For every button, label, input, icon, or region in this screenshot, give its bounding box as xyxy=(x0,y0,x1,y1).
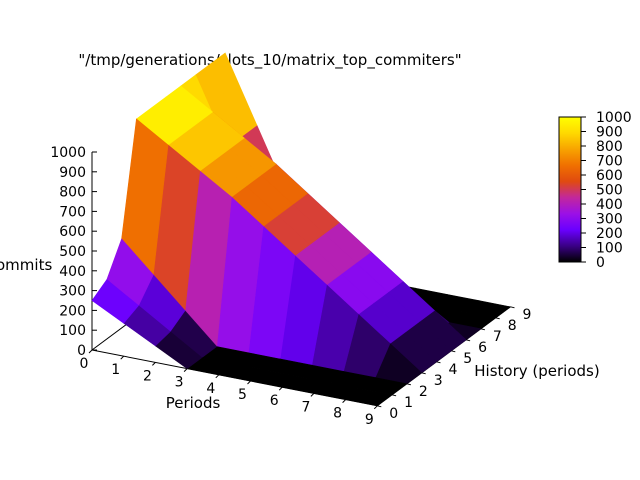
colorbar-tick-label: 200 xyxy=(596,226,623,242)
y-tick-label: 6 xyxy=(478,340,487,356)
z-axis-ticks: 0 100 200 300 400 500 600 700 800 900 1000 xyxy=(50,145,97,359)
y-tick-mark xyxy=(421,372,426,375)
x-tick-label: 3 xyxy=(175,375,184,391)
y-tick-label: 8 xyxy=(508,318,517,334)
colorbar-tick-label: 1000 xyxy=(596,110,632,126)
y-tick-label: 2 xyxy=(419,384,428,400)
x-tick-mark xyxy=(247,380,251,385)
x-tick-label: 4 xyxy=(206,381,215,397)
z-tick-label: 700 xyxy=(59,204,86,220)
y-tick-mark xyxy=(480,328,486,331)
x-tick-label: 7 xyxy=(301,399,310,415)
colorbar-tick-label: 100 xyxy=(596,241,623,257)
z-tick-label: 300 xyxy=(59,284,86,300)
x-tick-label: 6 xyxy=(270,393,279,409)
colorbar-tick-label: 800 xyxy=(596,139,623,155)
z-tick-label: 400 xyxy=(59,264,86,280)
x-tick-label: 2 xyxy=(143,368,152,384)
y-tick-label: 3 xyxy=(434,373,443,389)
y-tick-mark xyxy=(451,350,456,353)
y-tick-mark xyxy=(436,361,441,364)
x-tick-label: 0 xyxy=(80,356,89,372)
colorbar-tick-label: 700 xyxy=(596,154,623,170)
z-tick-label: 800 xyxy=(59,185,86,201)
x-tick-mark xyxy=(183,368,188,372)
x-tick-mark xyxy=(88,349,93,354)
y-tick-mark xyxy=(510,306,515,309)
x-tick-label: 8 xyxy=(333,406,342,422)
z-tick-label: 900 xyxy=(59,165,86,181)
x-axis-ticks: 0 1 2 3 4 5 6 7 8 9 xyxy=(80,349,378,428)
x-tick-label: 5 xyxy=(238,387,247,403)
x-tick-mark xyxy=(120,355,125,360)
x-tick-mark xyxy=(373,405,378,410)
surface-mesh xyxy=(91,52,512,407)
x-tick-mark xyxy=(310,393,315,397)
y-tick-label: 5 xyxy=(463,351,472,367)
colorbar-tick-label: 300 xyxy=(596,212,623,228)
z-axis-label: ommits xyxy=(0,256,52,274)
x-tick-mark xyxy=(278,386,283,391)
x-tick-mark xyxy=(152,362,156,366)
y-axis-label: History (periods) xyxy=(474,362,599,380)
x-axis-label: Periods xyxy=(166,394,221,412)
y-tick-mark xyxy=(391,394,397,397)
y-tick-mark xyxy=(465,339,471,342)
x-tick-label: 1 xyxy=(111,362,120,378)
y-tick-label: 7 xyxy=(493,329,502,345)
z-tick-label: 100 xyxy=(59,323,86,339)
surface-facet xyxy=(91,279,139,324)
chart-title: "/tmp/generations/slots_10/matrix_top_co… xyxy=(78,51,461,70)
y-tick-label: 4 xyxy=(449,362,458,378)
colorbar-tick-label: 900 xyxy=(596,125,623,141)
colorbar-tick-label: 400 xyxy=(596,197,623,213)
z-tick-label: 0 xyxy=(77,343,86,359)
x-tick-mark xyxy=(342,399,346,403)
colorbar-tick-label: 600 xyxy=(596,168,623,184)
y-tick-mark xyxy=(495,317,500,320)
y-tick-label: 1 xyxy=(404,395,413,411)
z-tick-label: 1000 xyxy=(50,145,86,161)
z-tick-label: 200 xyxy=(59,303,86,319)
y-tick-label: 0 xyxy=(389,406,398,422)
y-tick-label: 9 xyxy=(523,307,532,323)
y-tick-mark xyxy=(406,383,412,386)
z-tick-label: 500 xyxy=(59,244,86,260)
x-tick-label: 9 xyxy=(365,412,374,428)
z-tick-label: 600 xyxy=(59,224,86,240)
y-tick-mark xyxy=(377,405,382,408)
colorbar xyxy=(558,116,582,263)
colorbar-tick-label: 500 xyxy=(596,183,623,199)
x-tick-mark xyxy=(215,374,220,379)
colorbar-tick-label: 0 xyxy=(596,255,605,271)
